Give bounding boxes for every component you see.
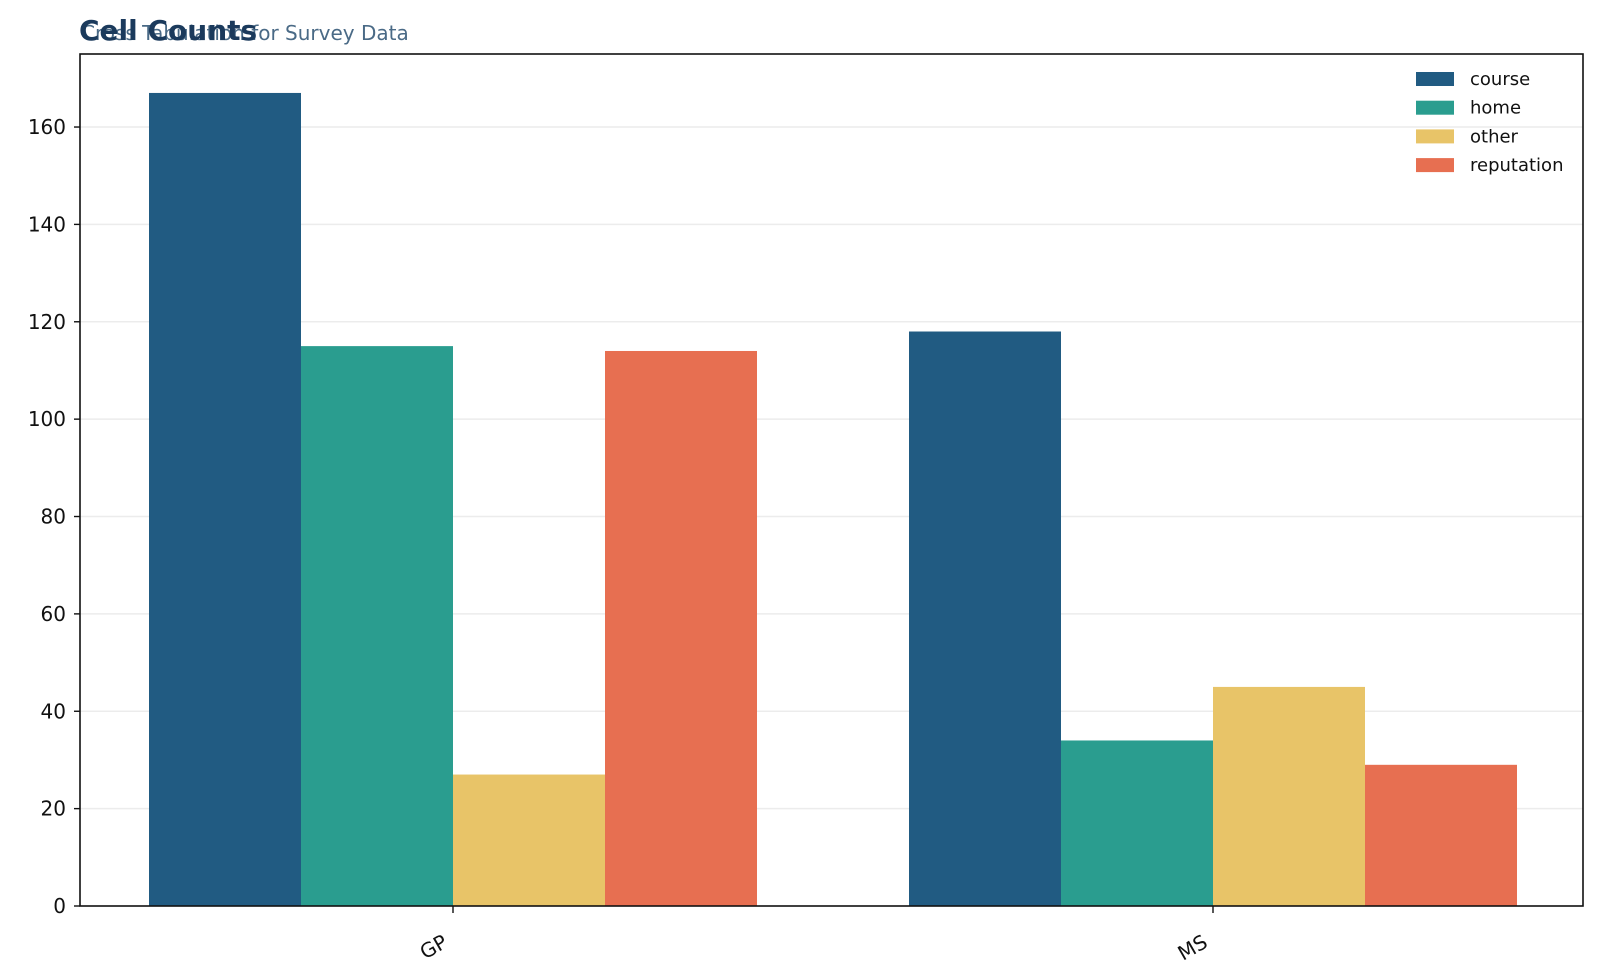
y-tick-label: 60 [41,602,66,626]
y-tick-label: 40 [41,699,66,723]
bar-course-gp [149,92,301,907]
bars [149,92,1517,907]
y-tick-label: 160 [28,115,66,139]
legend-label-home: home [1470,98,1521,119]
legend-label-reputation: reputation [1470,155,1563,176]
legend-swatch-reputation [1416,158,1454,173]
plot-frame [79,53,1584,907]
chart-title: Cell Counts [79,14,257,47]
y-tick-label: 100 [28,407,66,431]
y-axis: 0 20 40 60 80 100 120 140 160 [28,115,80,918]
legend-label-course: course [1470,69,1530,90]
bar-course-ms [909,331,1061,907]
legend: course home other reputation [1416,69,1563,176]
chart-subtitle: Cross Tabulation for Survey Data [81,21,409,45]
legend-swatch-other [1416,129,1454,144]
legend-label-other: other [1470,126,1519,147]
bar-reputation-gp [605,350,757,906]
bar-reputation-ms [1365,764,1517,906]
y-tick-label: 120 [28,310,66,334]
bar-other-gp [453,774,605,906]
bar-home-gp [301,346,453,907]
x-tick-label: GP [416,930,452,965]
legend-swatch-course [1416,72,1454,86]
bar-home-ms [1061,740,1213,906]
y-tick-label: 80 [41,505,66,529]
x-tick-label: MS [1174,930,1212,966]
bar-other-ms [1213,686,1365,906]
y-tick-label: 140 [28,212,66,236]
x-axis: GP MS [416,906,1214,966]
y-tick-label: 0 [53,894,66,918]
legend-swatch-home [1416,100,1454,115]
y-tick-label: 20 [41,797,66,821]
